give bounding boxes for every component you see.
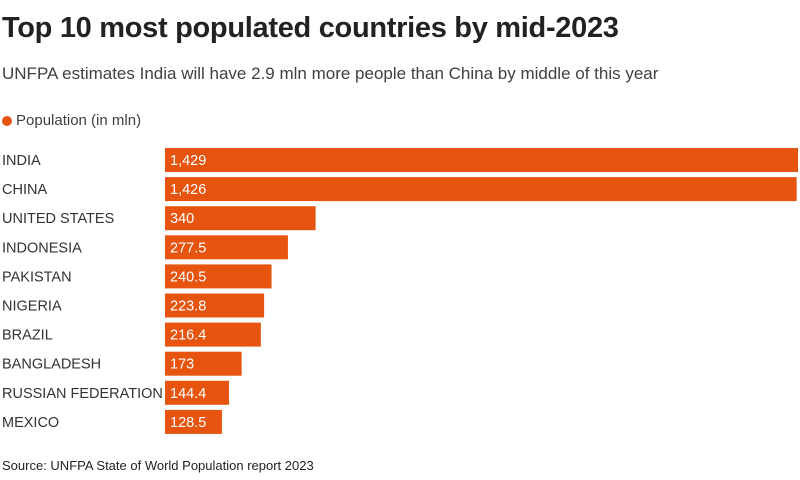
data-label: 144.4 <box>170 386 206 402</box>
legend-dot-icon <box>2 115 12 126</box>
bar <box>165 409 222 434</box>
data-label: 223.8 <box>170 299 206 315</box>
legend: Population (in mln) <box>2 112 141 129</box>
category-label: CHINA <box>2 182 47 198</box>
data-label: 1,426 <box>170 182 206 198</box>
data-label: 216.4 <box>170 328 206 344</box>
category-label: NIGERIA <box>2 299 62 315</box>
category-label: RUSSIAN FEDERATION <box>2 386 163 402</box>
category-label: INDIA <box>2 153 41 169</box>
category-label: UNITED STATES <box>2 211 114 227</box>
chart-subtitle: UNFPA estimates India will have 2.9 mln … <box>2 64 659 83</box>
bar-chart: INDIA 1,429 CHINA 1,426 UNITED STATES 340 INDO… <box>2 148 798 434</box>
bar <box>165 380 229 405</box>
bar <box>165 177 797 202</box>
category-label: BANGLADESH <box>2 357 101 373</box>
bar <box>165 351 242 376</box>
legend-label: Population (in mln) <box>16 112 142 129</box>
data-label: 277.5 <box>170 240 206 256</box>
data-label: 240.5 <box>170 269 206 285</box>
category-label: PAKISTAN <box>2 269 72 285</box>
category-label: BRAZIL <box>2 328 53 344</box>
chart-title: Top 10 most populated countries by mid-2… <box>2 12 619 44</box>
bar <box>165 206 316 231</box>
data-label: 1,429 <box>170 153 206 169</box>
data-label: 340 <box>170 211 194 227</box>
bar <box>165 293 265 318</box>
source-note: Source: UNFPA State of World Population … <box>2 458 314 473</box>
category-label: MEXICO <box>2 415 59 431</box>
bar <box>165 264 272 289</box>
bar <box>165 148 798 172</box>
category-label: INDONESIA <box>2 240 82 256</box>
bar <box>165 322 261 347</box>
data-label: 128.5 <box>170 415 206 431</box>
data-label: 173 <box>170 357 194 373</box>
bar <box>165 235 288 260</box>
